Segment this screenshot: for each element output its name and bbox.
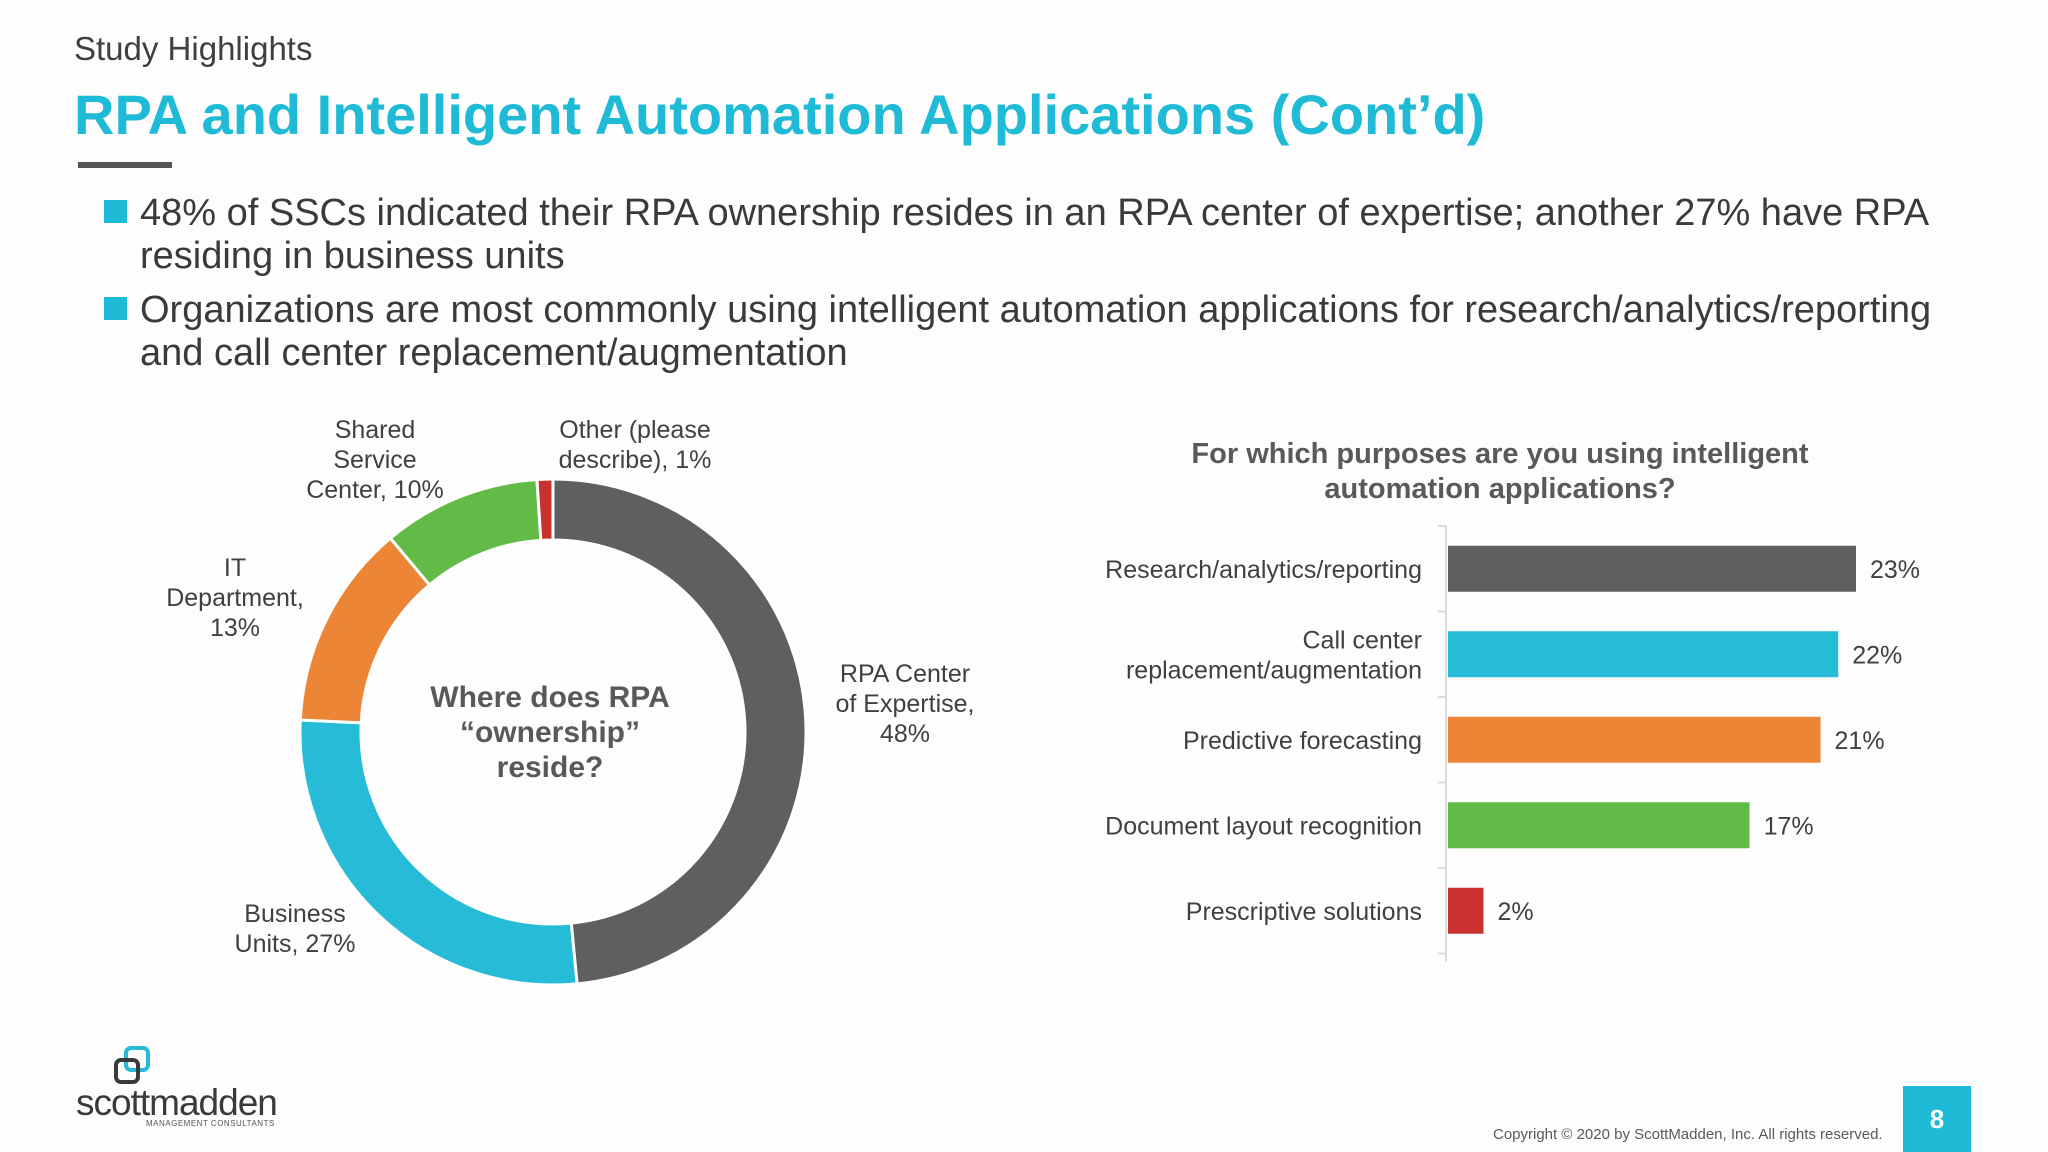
donut-chart: RPA Center of Expertise, 48% Business Units,… [166, 416, 975, 987]
bar-value-label: 21% [1835, 727, 1885, 755]
donut-center-line: reside? [496, 751, 604, 784]
bar-chart-title: For which purposes are you using intelli… [1100, 437, 1900, 507]
donut-center-label: Where does RPA “ownership” reside? [395, 680, 705, 785]
logo-wordmark: scottmadden [76, 1082, 278, 1123]
bar-category-label: Predictive forecasting [1183, 727, 1422, 755]
bullet-square-icon [104, 200, 127, 223]
bullet-text: Organizations are most commonly using in… [140, 289, 1932, 374]
bullet-item: Organizations are most commonly using in… [104, 289, 2004, 379]
bar-category-label: Document layout recognition [1105, 812, 1422, 840]
slide-kicker: Study Highlights [74, 30, 313, 67]
bar [1448, 545, 1856, 592]
bullet-square-icon [104, 297, 127, 320]
donut-slice-label: IT Department, 13% [166, 554, 304, 642]
donut-slice-label: Business Units, 27% [235, 900, 356, 958]
title-underline [78, 162, 172, 168]
bar-chart-title-line: For which purposes are you using intelli… [1191, 438, 1809, 470]
logo-tagline: MANAGEMENT CONSULTANTS [146, 1119, 275, 1128]
copyright-text: Copyright © 2020 by ScottMadden, Inc. Al… [1493, 1126, 1883, 1143]
page-number: 8 [1929, 1104, 1945, 1134]
bar [1448, 716, 1821, 763]
bar-chart: Research/analytics/reporting 23% Call cent… [1105, 525, 1920, 962]
interlocking-squares-icon [114, 1046, 150, 1084]
bar-category-label: Prescriptive solutions [1186, 898, 1422, 926]
bar-category-label: Call center replacement/augmentation [1126, 626, 1422, 684]
donut-slice [551, 477, 808, 986]
bar-value-label: 17% [1764, 812, 1814, 840]
donut-slice [535, 477, 555, 542]
bar [1448, 887, 1484, 934]
bullet-item: 48% of SSCs indicated their RPA ownershi… [104, 192, 2004, 282]
donut-center-line: “ownership” [459, 716, 640, 749]
donut-slice-label: Other (please describe), 1% [559, 416, 712, 474]
bar [1448, 631, 1839, 678]
bar-value-label: 2% [1497, 898, 1533, 926]
donut-slice-label: RPA Center of Expertise, 48% [836, 660, 975, 748]
page-number-badge [1903, 1086, 1971, 1152]
donut-slice-label: Shared Service Center, 10% [306, 416, 444, 504]
bar-category-label: Research/analytics/reporting [1105, 556, 1422, 584]
donut-center-line: Where does RPA [430, 681, 670, 714]
bar-value-label: 23% [1870, 556, 1920, 584]
bar [1448, 802, 1750, 849]
bar-value-label: 22% [1852, 641, 1902, 669]
bullet-text: 48% of SSCs indicated their RPA ownershi… [140, 192, 1927, 277]
bar-chart-title-line: automation applications? [1324, 473, 1676, 505]
slide-title: RPA and Intelligent Automation Applicati… [74, 83, 1486, 146]
